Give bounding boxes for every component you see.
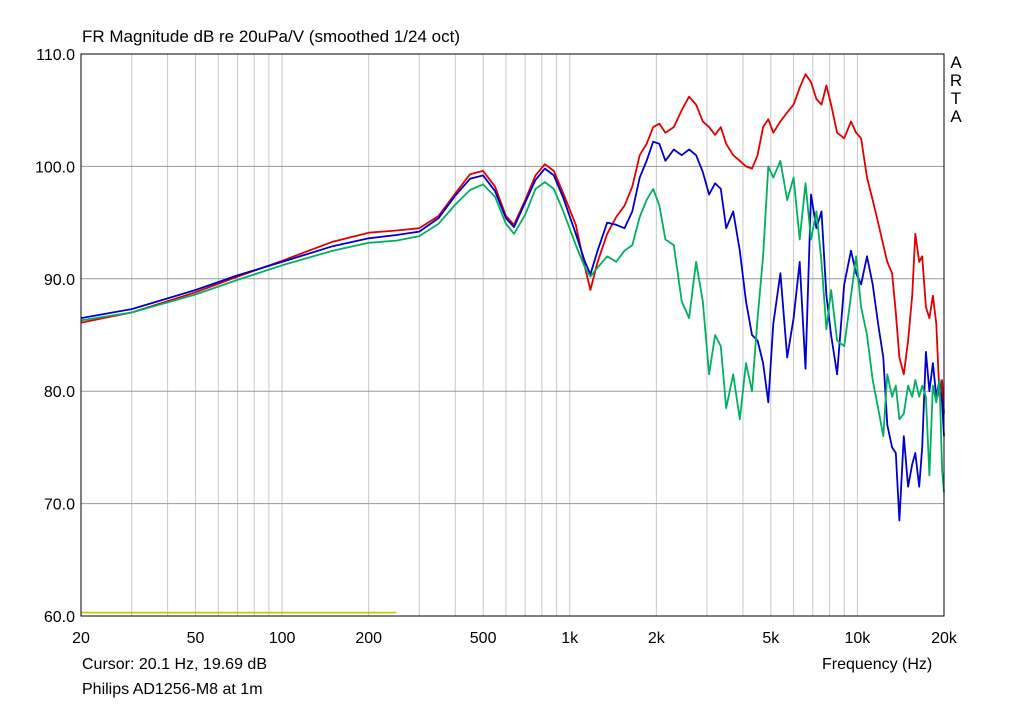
brand-letter: R	[949, 71, 963, 90]
y-tick-labels: 110.0 100.0 90.0 80.0 70.0 60.0	[35, 47, 75, 626]
plot-background	[81, 54, 944, 616]
y-tick-label: 110.0	[36, 47, 75, 64]
series-line-2	[80, 140, 945, 522]
y-tick-label: 70.0	[44, 497, 75, 514]
x-tick-label: 20	[72, 630, 90, 647]
x-tick-label: 2k	[648, 630, 666, 647]
x-tick-label: 50	[187, 630, 205, 647]
x-axis-title: Frequency (Hz)	[822, 656, 933, 673]
plot-frame	[80, 53, 945, 617]
measurement-caption: Philips AD1256-M8 at 1m	[82, 681, 263, 698]
x-tick-label: 500	[470, 630, 497, 647]
brand-letter: A	[950, 53, 962, 72]
series-line-1	[80, 73, 945, 414]
x-tick-labels: 20 50 100 200 500 1k 2k 5k 10k 20k	[72, 630, 958, 647]
y-tick-label: 60.0	[44, 609, 75, 626]
series-line-3	[80, 159, 945, 493]
x-tick-label: 5k	[762, 630, 780, 647]
brand-letter: A	[950, 107, 962, 126]
x-tick-label: 200	[355, 630, 382, 647]
x-tick-label: 10k	[845, 630, 872, 647]
x-tick-label: 1k	[561, 630, 579, 647]
arta-brand: A R T A	[948, 54, 964, 126]
y-tick-label: 90.0	[44, 272, 75, 289]
cursor-readout: Cursor: 20.1 Hz, 19.69 dB	[82, 656, 267, 673]
brand-letter: T	[950, 89, 962, 108]
y-tick-label: 80.0	[44, 384, 75, 401]
y-tick-label: 100.0	[35, 159, 75, 176]
series-layer	[80, 73, 945, 614]
x-tick-label: 100	[269, 630, 296, 647]
x-tick-label: 20k	[931, 630, 958, 647]
chart-title: FR Magnitude dB re 20uPa/V (smoothed 1/2…	[82, 27, 460, 46]
